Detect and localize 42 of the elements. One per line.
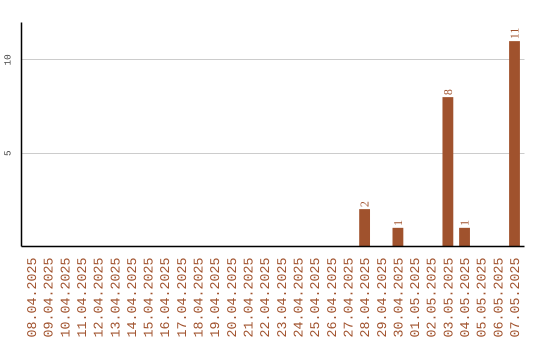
bar: [442, 97, 454, 246]
x-tick-label: 22.04.2025: [259, 257, 274, 338]
x-tick-label: 08.04.2025: [26, 257, 41, 338]
x-tick-label: 13.04.2025: [109, 257, 124, 338]
x-tick-label: 28.04.2025: [359, 257, 374, 338]
x-tick-label: 09.04.2025: [42, 257, 58, 338]
x-tick-label: 17.04.2025: [176, 257, 191, 338]
y-tick-label: 10: [2, 54, 14, 66]
x-tick-label: 18.04.2025: [192, 257, 208, 338]
x-tick-label: 27.04.2025: [342, 257, 358, 338]
x-tick-label: 11.04.2025: [76, 257, 91, 338]
x-tick-label: 14.04.2025: [126, 257, 141, 338]
x-tick-label: 19.04.2025: [209, 257, 224, 338]
data-label: 8: [440, 89, 455, 96]
bar: [509, 41, 520, 246]
data-label: 2: [358, 201, 372, 208]
x-tick-label: 25.04.2025: [309, 257, 324, 338]
x-tick-label: 07.05.2025: [509, 257, 524, 338]
x-tick-label: 24.04.2025: [292, 257, 308, 338]
y-tick-label: 5: [2, 150, 14, 156]
x-tick-label: 02.05.2025: [426, 257, 441, 338]
data-label: 11: [508, 28, 522, 40]
bar: [392, 228, 404, 246]
x-tick-label: 04.05.2025: [459, 257, 474, 338]
x-tick-label: 16.04.2025: [159, 257, 174, 338]
bar: [359, 209, 370, 246]
x-tick-label: 12.04.2025: [92, 257, 108, 338]
x-tick-label: 20.04.2025: [226, 257, 241, 338]
x-tick-label: 03.05.2025: [442, 257, 458, 338]
x-tick-label: 10.04.2025: [59, 257, 74, 338]
x-tick-label: 01.05.2025: [409, 257, 424, 338]
x-tick-label: 29.04.2025: [376, 257, 391, 338]
x-tick-label: 05.05.2025: [476, 257, 491, 338]
x-tick-label: 06.05.2025: [492, 257, 508, 338]
x-tick-label: 26.04.2025: [326, 257, 341, 338]
data-label: 1: [390, 220, 405, 226]
data-label: 1: [458, 220, 472, 226]
x-tick-label: 23.04.2025: [276, 257, 291, 338]
x-tick-label: 21.04.2025: [242, 257, 258, 338]
x-tick-label: 30.04.2025: [392, 257, 408, 338]
bar: [459, 228, 470, 246]
x-tick-label: 15.04.2025: [142, 257, 158, 338]
